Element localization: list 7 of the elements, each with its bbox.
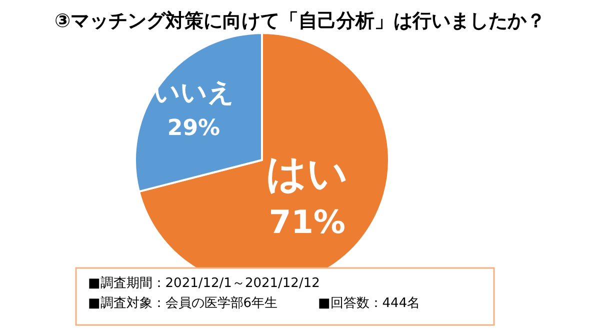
data-label: 29%	[167, 116, 220, 142]
text: ■調査対象：会員の医学部6年生	[88, 295, 278, 311]
text: ■調査期間：2021/12/1～2021/12/12	[88, 276, 320, 291]
data-label: 71%	[268, 203, 346, 242]
chart-title: ③マッチング対策に向けて「自己分析」は行いましたか？	[54, 10, 546, 32]
text: ■回答数：444名	[318, 296, 420, 311]
slice-label: はい	[266, 151, 348, 198]
